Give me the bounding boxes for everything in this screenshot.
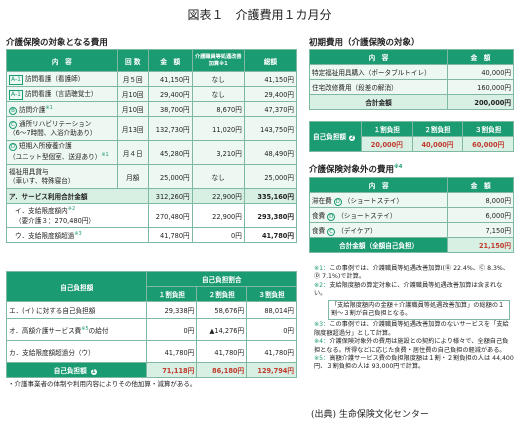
footnote: 「支給限度額内の金額＋介護職員等処遇改善加算」の総額の１割～３割が自己負担となる… — [328, 299, 510, 321]
table-row: A-1 訪問看護（看護師） 月５回 41,150円 なし 41,150円 — [6, 71, 298, 87]
table-row: 食費 C （デイケア） 7,150円 — [308, 222, 514, 238]
col-amount: 金 額 — [147, 49, 193, 72]
footnote: ※5：高額介護サービス費の負担限度額は１割・２割負担の人は 44,400円、３割… — [314, 355, 514, 371]
selfpay-table: 自己負担額 自己負担割合 １割負担 ２割負担 ３割負担 エ．(イ) に対する自己… — [5, 271, 297, 378]
initial-self-table: 自己負担額 2 １割負担 ２割負担 ３割負担 20,000円 40,000円 60… — [309, 121, 514, 152]
within-limit-row: イ．支給限度額内※2 （要介護３：270,480円） 270,480円 22,90… — [6, 203, 298, 228]
badge: C — [9, 120, 17, 129]
selfpay-total-row: 自己負担額 1 71,118円 86,180円 129,794円 — [5, 362, 297, 378]
subtotal-row: ア．サービス利用合計金額 312,260円 22,900円 335,160円 — [6, 188, 298, 204]
table-row: A-1 訪問看護（言語聴覚士） 月10回 29,400円 なし 29,400円 — [6, 86, 298, 102]
care-table: 内 容 回 数 金 額 介護職員等処遇改善加算※1 総額 A-1 訪問看護（看護師… — [6, 49, 298, 243]
source-credit: (出典) 生命保険文化センター — [311, 410, 429, 420]
table-row: 住宅改修費用（段差の解消） 160,000円 — [309, 79, 514, 95]
outside-heading: 介護保険対象外の費用※4 — [309, 164, 403, 175]
table-row: 食費 D （ショートステイ） 6,000円 — [308, 207, 514, 223]
footnote: ※4：介護保険対象外の費用は施設との契約により様々で、全額自己負担となる。所得な… — [314, 338, 509, 354]
outside-table: 内 容 金 額 滞在費 D （ショートステイ） 8,000円 食費 D （ショートステイ… — [308, 177, 514, 253]
table-row: D 短期入所療養介護 （ユニット型個室、送迎あり）※1 月４日 45,280円 3,… — [6, 140, 298, 165]
badge: A-1 — [9, 75, 23, 85]
table-row: カ．支給限度額超過分（ウ） 41,780円 41,780円 41,780円 — [5, 340, 297, 363]
over-limit-row: ウ．支給限度額超過※3 41,780円 0円 41,780円 — [6, 227, 298, 243]
table-row: B 訪問介護※1 月10回 38,700円 8,670円 47,370円 — [6, 101, 298, 117]
footnote: ※2：支給限度額の算定対象に、介護職員等処遇改善加算は含まれない。 — [314, 281, 503, 298]
table-row: C 通所リハビリテーション （6～7時間、入浴介助あり） 月13回 132,730円… — [6, 116, 298, 141]
initial-table: 内 容 金 額 特定福祉用具購入（ポータブルトイレ） 40,000円 住宅改修費… — [309, 49, 514, 110]
col-total: 総額 — [243, 49, 298, 72]
table-row: 福祉用具貸与 （車いす、特殊寝台） 月額 25,000円 なし 25,000円 — [6, 164, 298, 189]
footnotes: ※1：この事例では、介護職員等処遇改善加算Ⅰ(Ⓑ 22.4%、Ⓒ 8.3%、Ⓓ … — [314, 265, 514, 372]
col-extra: 介護職員等処遇改善加算※1 — [191, 49, 245, 72]
footnote: ※3：この事例では、介護職員等処遇改善加算のないサービスを「支給限度額超過分」と… — [314, 321, 509, 337]
left-note: ・介護事業者の体制や利用内容によりその他加算・減算がある。 — [8, 380, 197, 388]
outside-total-row: 合計金額（全額自己負担） 21,150円 — [308, 237, 514, 253]
selfpay-heading: 自己負担額 — [5, 271, 148, 302]
selfpay-group: 自己負担割合 — [146, 271, 297, 287]
col-count: 回 数 — [116, 49, 149, 72]
table-row: オ．高額介護サービス費※5の給付 0円 ▲14,276円 0円 — [5, 318, 297, 341]
table-row: 滞在費 D （ショートステイ） 8,000円 — [308, 192, 514, 208]
badge: A-1 — [9, 90, 23, 100]
table-row: 特定福祉用具購入（ポータブルトイレ） 40,000円 — [309, 64, 514, 80]
col-content: 内 容 — [6, 49, 118, 72]
footnote: ※1：この事例では、介護職員等処遇改善加算Ⅰ(Ⓑ 22.4%、Ⓒ 8.3%、Ⓓ … — [314, 265, 509, 281]
badge: B — [9, 106, 17, 115]
initial-total-row: 合計金額 200,000円 — [309, 94, 514, 110]
table-row: エ．(イ) に対する自己負担額 29,338円 58,676円 88,014円 — [5, 301, 297, 319]
badge: D — [9, 143, 17, 152]
initial-heading: 初期費用（介護保険の対象） — [309, 38, 420, 48]
page-title: 図表１ 介護費用１カ月分 — [187, 8, 332, 22]
care-heading: 介護保険の対象となる費用 — [6, 38, 108, 48]
